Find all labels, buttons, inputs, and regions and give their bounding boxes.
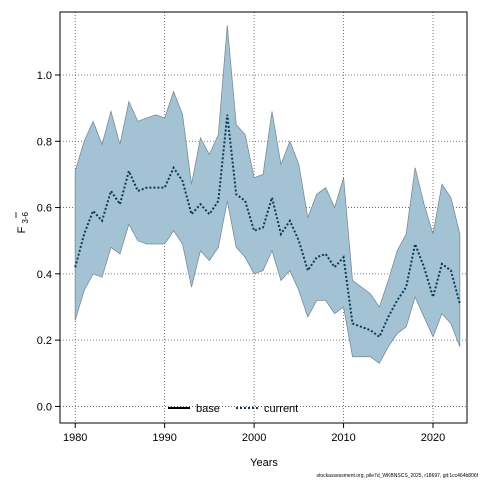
x-tick-label-1990: 1990: [152, 432, 176, 444]
legend-label-base: base: [196, 403, 220, 415]
footnote: stockassessment.org, pile7d_WKBNSCS_2025…: [317, 473, 479, 479]
y-axis-title-main: F: [16, 226, 28, 233]
confidence-band: [74, 25, 461, 364]
y-tick-label-1.0: 1.0: [37, 70, 52, 82]
legend: base current: [168, 403, 298, 415]
y-tick-label-0.4: 0.4: [37, 269, 52, 281]
y-axis-title: F 3-6: [15, 211, 30, 233]
y-tick-label-0.8: 0.8: [37, 136, 52, 148]
axes: 1980 1990 2000 2010 2020 0.0 0.2 0.4 0.6 0.8 1.0: [37, 70, 446, 444]
y-tick-label-0.0: 0.0: [37, 401, 52, 413]
x-axis-title: Years: [250, 457, 278, 469]
x-tick-label-2010: 2010: [331, 432, 355, 444]
plot-frame: [59, 11, 468, 424]
legend-label-current: current: [264, 403, 298, 415]
x-tick-label-1980: 1980: [63, 432, 87, 444]
x-tick-label-2000: 2000: [242, 432, 266, 444]
series-current-line: [74, 114, 461, 339]
svg-text:F 3-6: F 3-6: [16, 211, 30, 233]
y-axis-title-subscript: 3-6: [21, 211, 30, 223]
x-tick-label-2020: 2020: [421, 432, 445, 444]
y-tick-label-0.2: 0.2: [37, 335, 52, 347]
y-tick-label-0.6: 0.6: [37, 203, 52, 215]
